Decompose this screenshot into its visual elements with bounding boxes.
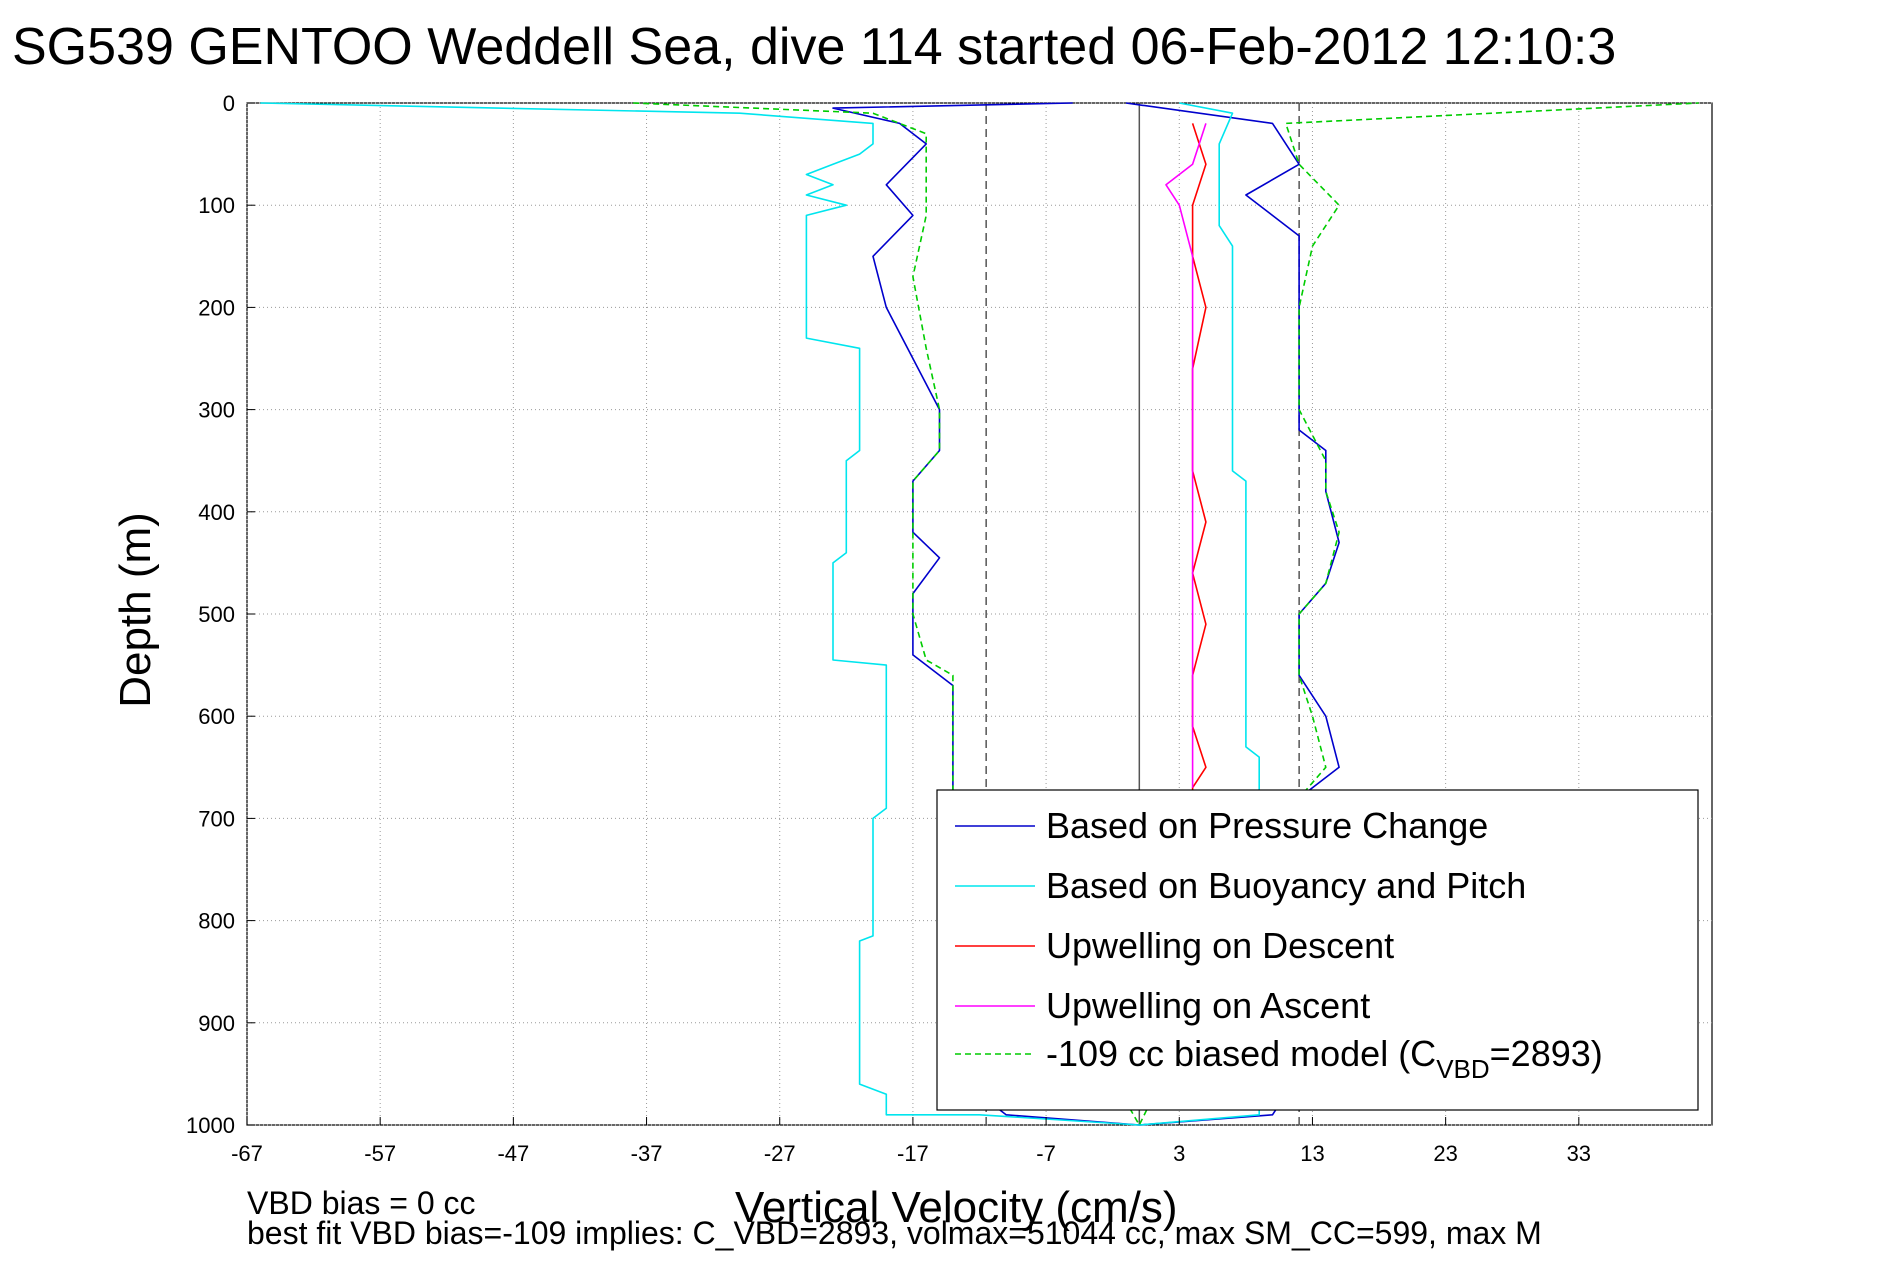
y-tick-label: 200: [198, 295, 235, 320]
y-tick-label: 600: [198, 704, 235, 729]
legend-label-0: Based on Pressure Change: [1046, 805, 1488, 846]
x-tick-label: 13: [1300, 1141, 1324, 1166]
series-line-2: [1191, 123, 1207, 798]
y-tick-label: 1000: [186, 1113, 235, 1138]
legend-label-1: Based on Buoyancy and Pitch: [1046, 865, 1526, 906]
y-axis-label: Depth (m): [111, 512, 160, 708]
y-tick-label: 0: [223, 91, 235, 116]
y-tick-label: 400: [198, 500, 235, 525]
x-tick-label: 3: [1173, 1141, 1185, 1166]
x-tick-label: 33: [1567, 1141, 1591, 1166]
series-line-1: [260, 102, 1260, 1126]
x-tick-label: -7: [1036, 1141, 1056, 1166]
x-tick-label: -17: [897, 1141, 929, 1166]
x-axis-label: Vertical Velocity (cm/s): [735, 1183, 1178, 1232]
series-line-0: [832, 102, 1340, 1126]
x-tick-label: -47: [497, 1141, 529, 1166]
x-tick-label: -37: [631, 1141, 663, 1166]
y-axis-ticks: 0 100 200 300 400 500 600 700 800 900 1000: [186, 91, 255, 1138]
vbd-bias-note: VBD bias = 0 cc: [247, 1185, 476, 1221]
y-tick-label: 100: [198, 193, 235, 218]
y-tick-label: 800: [198, 909, 235, 934]
y-tick-label: 500: [198, 602, 235, 627]
x-tick-label: -67: [231, 1141, 263, 1166]
chart-title: SG539 GENTOO Weddell Sea, dive 114 start…: [12, 18, 1616, 76]
x-tick-label: -27: [764, 1141, 796, 1166]
y-tick-label: 700: [198, 806, 235, 831]
legend-label-4: -109 cc biased model (CVBD=2893): [1046, 1033, 1603, 1084]
x-axis-ticks: -67 -57 -47 -37 -27 -17 -7 3 13 23 33: [231, 1117, 1591, 1166]
legend: Based on Pressure Change Based on Buoyanc…: [936, 789, 1699, 1111]
x-tick-label: -57: [364, 1141, 396, 1166]
best-fit-note: best fit VBD bias=-109 implies: C_VBD=28…: [247, 1215, 1542, 1251]
y-tick-label: 300: [198, 398, 235, 423]
legend-label-2: Upwelling on Descent: [1046, 925, 1394, 966]
legend-box: [936, 789, 1699, 1111]
x-tick-label: 23: [1433, 1141, 1457, 1166]
legend-label-3: Upwelling on Ascent: [1046, 985, 1370, 1026]
series-line-3: [1165, 123, 1207, 788]
y-tick-label: 900: [198, 1011, 235, 1036]
